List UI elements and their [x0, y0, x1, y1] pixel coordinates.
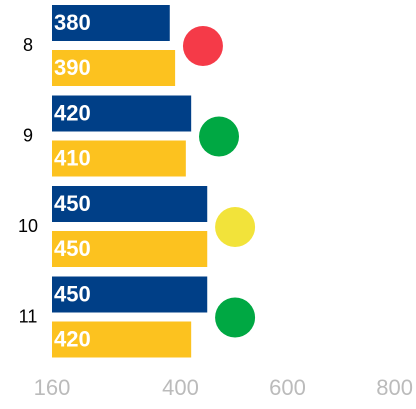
x-tick-label: 600: [269, 375, 306, 400]
data-label: 420: [54, 100, 91, 125]
y-tick-label: 9: [23, 125, 33, 145]
bar: [52, 5, 170, 41]
bar: [52, 231, 208, 267]
data-label: 450: [54, 191, 91, 216]
data-label: 420: [54, 326, 91, 351]
y-tick-label: 10: [18, 216, 38, 236]
data-label: 390: [54, 55, 91, 80]
data-label: 410: [54, 145, 91, 170]
x-tick-label: 160: [34, 375, 71, 400]
bar: [52, 50, 176, 86]
status-marker: [215, 207, 256, 247]
status-marker: [182, 26, 223, 66]
y-tick-label: 8: [23, 35, 33, 55]
bar: [52, 95, 192, 132]
data-label: 450: [54, 236, 91, 261]
x-tick-label: 800: [376, 375, 413, 400]
bar: [52, 321, 192, 358]
status-marker: [199, 116, 240, 157]
bar: [52, 276, 208, 313]
x-tick-label: 400: [162, 375, 199, 400]
y-tick-label: 11: [19, 306, 38, 326]
status-marker: [215, 297, 256, 338]
data-label: 380: [54, 10, 91, 35]
bar: [52, 140, 186, 177]
data-label: 450: [54, 281, 91, 306]
bar: [52, 186, 208, 222]
